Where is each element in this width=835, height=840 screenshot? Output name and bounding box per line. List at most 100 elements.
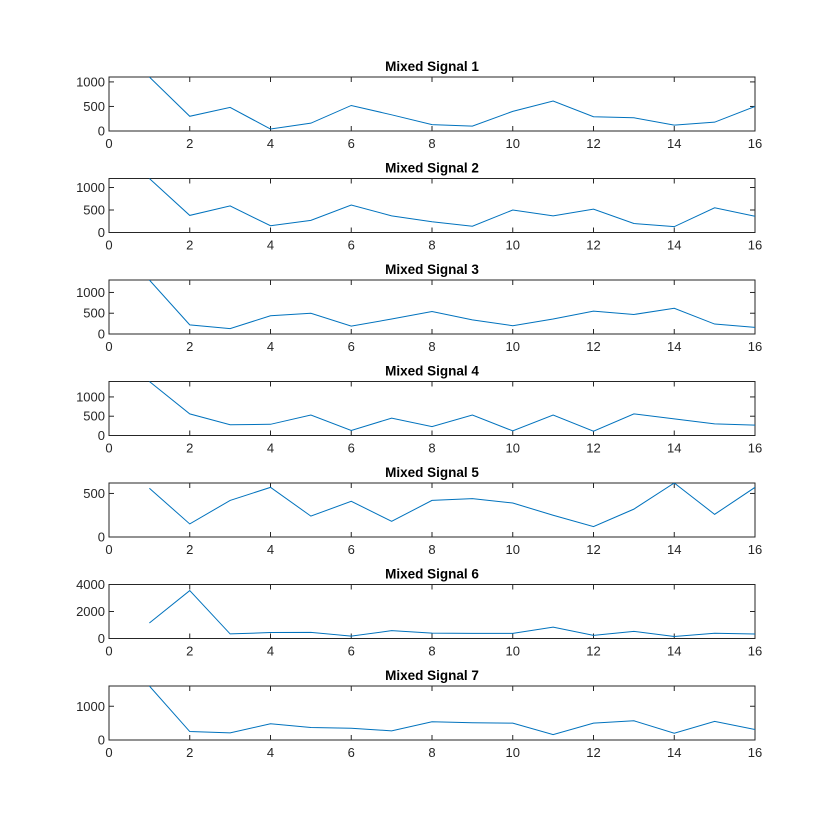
subplot-6: Mixed Signal 6 0 2 4 6 8 10 12 14 16 0 2000 4000 [76, 567, 762, 659]
x-tick-label: 0 [105, 441, 112, 456]
x-tick-label: 12 [586, 339, 600, 354]
x-tick-label: 10 [506, 339, 520, 354]
x-tick-label: 12 [586, 542, 600, 557]
y-tick-label: 0 [98, 733, 105, 748]
x-tick-label: 12 [586, 238, 600, 253]
x-tick-label: 14 [667, 441, 681, 456]
x-tick-label: 2 [186, 238, 193, 253]
x-tick-label: 6 [348, 136, 355, 151]
y-tick-label: 1000 [76, 699, 105, 714]
series-line [149, 381, 755, 432]
y-tick-label: 4000 [76, 577, 105, 592]
x-tick-label: 8 [428, 542, 435, 557]
x-tick-label: 8 [428, 238, 435, 253]
series-line [149, 280, 755, 330]
axes-box [108, 381, 756, 436]
axes-box [108, 482, 756, 538]
x-tick-label: 6 [348, 542, 355, 557]
subplot-3: Mixed Signal 3 0 2 4 6 8 10 12 14 16 0 500 1000 [76, 262, 762, 354]
x-tick-label: 6 [348, 441, 355, 456]
x-tick-label: 0 [105, 136, 112, 151]
x-tick-label: 4 [267, 542, 274, 557]
x-tick-label: 14 [667, 238, 681, 253]
y-tick-label: 1000 [76, 389, 105, 404]
subplot-title: Mixed Signal 3 [385, 262, 479, 277]
x-tick-label: 6 [348, 339, 355, 354]
y-tick-label: 500 [83, 486, 105, 501]
x-tick-label: 8 [428, 441, 435, 456]
x-tick-label: 2 [186, 745, 193, 760]
subplot-title: Mixed Signal 5 [385, 465, 479, 480]
series-line [149, 483, 755, 528]
x-tick-label: 16 [748, 441, 762, 456]
x-tick-label: 2 [186, 136, 193, 151]
axes-box [108, 178, 756, 233]
x-tick-label: 10 [506, 644, 520, 659]
x-tick-label: 4 [267, 441, 274, 456]
y-tick-label: 0 [98, 631, 105, 646]
x-tick-label: 14 [667, 136, 681, 151]
series-line [149, 77, 755, 130]
subplot-4: Mixed Signal 4 0 2 4 6 8 10 12 14 16 0 500 1000 [76, 364, 762, 456]
x-tick-label: 2 [186, 441, 193, 456]
x-tick-label: 8 [428, 745, 435, 760]
x-tick-label: 12 [586, 644, 600, 659]
x-tick-label: 10 [506, 136, 520, 151]
y-tick-label: 500 [83, 409, 105, 424]
x-tick-label: 0 [105, 542, 112, 557]
subplot-title: Mixed Signal 1 [385, 59, 479, 74]
x-tick-label: 16 [748, 745, 762, 760]
y-tick-label: 2000 [76, 604, 105, 619]
y-tick-label: 500 [83, 99, 105, 114]
axes-box [108, 279, 756, 335]
series-line [149, 178, 755, 228]
x-tick-label: 8 [428, 136, 435, 151]
subplot-title: Mixed Signal 6 [385, 567, 479, 582]
y-tick-label: 0 [98, 124, 105, 139]
x-tick-label: 14 [667, 542, 681, 557]
subplot-5: Mixed Signal 5 0 2 4 6 8 10 12 14 16 0 500 [83, 465, 762, 557]
subplot-title: Mixed Signal 7 [385, 668, 479, 683]
series-line [149, 589, 755, 637]
x-tick-label: 12 [586, 136, 600, 151]
x-tick-label: 10 [506, 238, 520, 253]
x-tick-label: 2 [186, 644, 193, 659]
x-tick-label: 4 [267, 339, 274, 354]
y-tick-label: 1000 [76, 74, 105, 89]
x-tick-label: 0 [105, 238, 112, 253]
x-tick-label: 4 [267, 745, 274, 760]
x-tick-label: 0 [105, 745, 112, 760]
x-tick-label: 4 [267, 238, 274, 253]
x-tick-label: 14 [667, 339, 681, 354]
x-tick-label: 12 [586, 441, 600, 456]
subplot-title: Mixed Signal 2 [385, 161, 479, 176]
y-tick-label: 0 [98, 327, 105, 342]
x-tick-label: 16 [748, 644, 762, 659]
x-tick-label: 16 [748, 542, 762, 557]
x-tick-label: 10 [506, 542, 520, 557]
x-tick-label: 16 [748, 339, 762, 354]
x-tick-label: 0 [105, 339, 112, 354]
x-tick-label: 2 [186, 542, 193, 557]
y-tick-label: 500 [83, 306, 105, 321]
y-tick-label: 0 [98, 428, 105, 443]
x-tick-label: 8 [428, 339, 435, 354]
x-tick-label: 14 [667, 745, 681, 760]
x-tick-label: 10 [506, 441, 520, 456]
y-tick-label: 0 [98, 530, 105, 545]
subplot-title: Mixed Signal 4 [385, 364, 479, 379]
x-tick-label: 0 [105, 644, 112, 659]
x-tick-label: 4 [267, 644, 274, 659]
axes-box [108, 76, 756, 132]
x-tick-label: 8 [428, 644, 435, 659]
x-tick-label: 16 [748, 136, 762, 151]
y-tick-label: 500 [83, 203, 105, 218]
x-tick-label: 6 [348, 644, 355, 659]
subplot-1: Mixed Signal 1 0 2 4 6 8 10 12 14 16 0 500 1000 [76, 59, 762, 151]
subplot-7: Mixed Signal 7 0 2 4 6 8 10 12 14 16 0 1000 [76, 668, 762, 760]
axes-box [108, 584, 756, 639]
y-tick-label: 1000 [76, 285, 105, 300]
series-line [149, 686, 755, 736]
